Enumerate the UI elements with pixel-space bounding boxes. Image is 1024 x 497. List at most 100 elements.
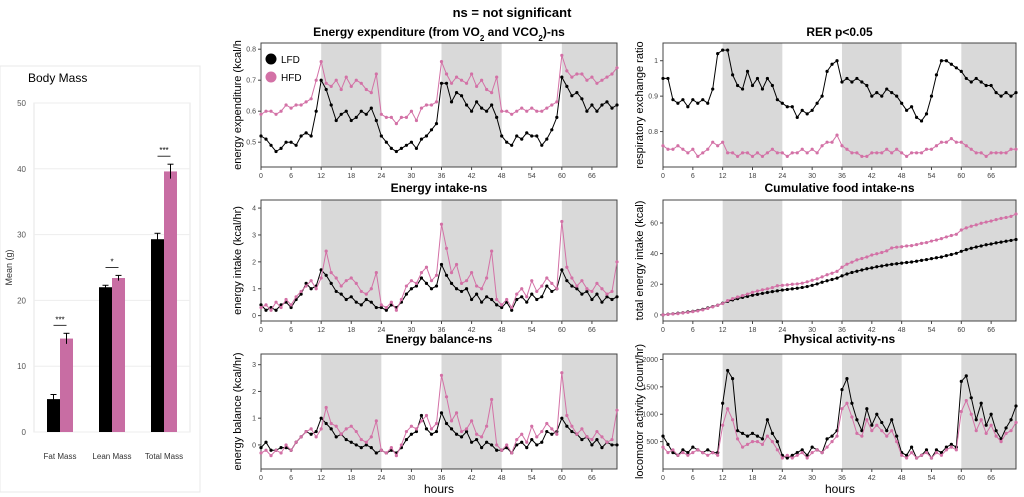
data-point-hfd xyxy=(595,281,599,285)
y-axis-label: energy balance (kcal/hr) xyxy=(232,352,244,470)
data-point-lfd xyxy=(379,134,383,138)
data-point-lfd xyxy=(860,429,864,433)
data-point-lfd xyxy=(1009,418,1013,422)
data-point-lfd xyxy=(480,300,484,304)
data-point-lfd xyxy=(934,73,939,77)
data-point-lfd xyxy=(994,91,998,95)
data-point-hfd xyxy=(959,228,963,232)
data-point-lfd xyxy=(469,440,474,444)
data-point-hfd xyxy=(929,147,934,151)
data-point-hfd xyxy=(439,222,444,226)
data-point-lfd xyxy=(800,448,804,452)
y-axis-label: energy intake (kcal/hr) xyxy=(232,206,244,315)
data-point-lfd xyxy=(989,412,993,416)
y-axis-label: energy expenditure (kcal/h xyxy=(232,40,244,170)
data-point-lfd xyxy=(750,83,755,88)
x-tick-label: 12 xyxy=(317,475,325,482)
data-point-hfd xyxy=(810,147,814,151)
data-point-lfd xyxy=(289,140,293,144)
data-point-hfd xyxy=(900,245,904,249)
data-point-lfd xyxy=(469,297,474,302)
data-point-hfd xyxy=(994,151,998,155)
legend-marker-hfd xyxy=(265,71,277,83)
data-point-hfd xyxy=(905,244,909,248)
data-point-lfd xyxy=(686,450,690,455)
data-point-lfd xyxy=(770,289,774,294)
data-point-hfd xyxy=(424,413,429,418)
data-point-lfd xyxy=(905,453,909,457)
data-point-hfd xyxy=(671,147,675,151)
data-point-lfd xyxy=(815,282,819,286)
data-point-hfd xyxy=(830,271,834,275)
y-axis-label: respiratory exchange ratio xyxy=(634,41,646,168)
data-point-hfd xyxy=(419,106,424,110)
data-point-hfd xyxy=(369,435,373,439)
data-point-hfd xyxy=(750,290,755,294)
data-point-hfd xyxy=(289,303,293,307)
data-point-hfd xyxy=(954,232,958,236)
data-point-lfd xyxy=(354,443,358,447)
chart-title: Cumulative food intake-ns xyxy=(764,181,914,195)
data-point-lfd xyxy=(344,297,348,302)
data-point-hfd xyxy=(565,413,569,418)
data-point-hfd xyxy=(540,109,544,113)
y-axis-label: total energy intake (kcal) xyxy=(634,201,646,321)
data-point-hfd xyxy=(731,151,735,155)
data-point-lfd xyxy=(475,292,479,296)
data-point-hfd xyxy=(550,103,554,107)
data-point-lfd xyxy=(805,112,809,116)
data-point-hfd xyxy=(750,440,755,444)
x-tick-label: 36 xyxy=(838,475,846,482)
data-point-hfd xyxy=(510,451,514,455)
data-point-lfd xyxy=(721,401,725,405)
data-point-hfd xyxy=(439,60,444,64)
legend-label-hfd: HFD xyxy=(281,73,302,84)
data-point-lfd xyxy=(1004,91,1008,95)
data-point-hfd xyxy=(515,109,519,113)
data-point-hfd xyxy=(919,151,924,155)
data-point-hfd xyxy=(840,265,844,269)
data-point-lfd xyxy=(540,440,544,444)
data-point-hfd xyxy=(870,429,874,433)
data-point-lfd xyxy=(731,73,735,77)
chart-title: Physical activity-ns xyxy=(784,332,896,346)
data-point-hfd xyxy=(676,312,680,316)
data-point-lfd xyxy=(344,109,348,113)
data-point-hfd xyxy=(835,133,839,137)
data-point-lfd xyxy=(510,308,514,312)
data-point-hfd xyxy=(795,151,799,155)
data-point-lfd xyxy=(540,143,544,147)
data-point-hfd xyxy=(855,258,859,262)
data-point-hfd xyxy=(454,411,459,415)
data-point-lfd xyxy=(706,101,710,105)
data-point-hfd xyxy=(354,281,358,285)
data-point-hfd xyxy=(726,299,730,303)
data-point-lfd xyxy=(1004,239,1008,243)
data-point-hfd xyxy=(905,154,909,158)
data-point-hfd xyxy=(309,97,313,101)
data-point-lfd xyxy=(671,450,675,455)
data-point-hfd xyxy=(304,100,308,104)
data-point-lfd xyxy=(485,109,489,113)
data-point-hfd xyxy=(505,297,509,302)
data-point-lfd xyxy=(369,446,373,450)
data-point-hfd xyxy=(485,87,489,92)
data-point-hfd xyxy=(314,78,318,82)
series-line-hfd xyxy=(662,399,1017,459)
data-point-lfd xyxy=(324,273,328,277)
data-point-lfd xyxy=(909,445,914,449)
data-point-hfd xyxy=(979,151,983,155)
data-point-hfd xyxy=(686,151,690,155)
data-point-hfd xyxy=(570,75,574,79)
data-point-hfd xyxy=(964,226,968,230)
x-tick-label: 60 xyxy=(957,475,965,482)
data-point-lfd xyxy=(284,140,288,144)
data-point-hfd xyxy=(780,456,784,460)
data-point-hfd xyxy=(989,219,993,223)
data-point-hfd xyxy=(605,75,609,79)
data-point-lfd xyxy=(550,289,554,294)
data-point-lfd xyxy=(681,98,685,102)
data-point-hfd xyxy=(775,151,779,155)
x-tick-label: 0 xyxy=(661,327,665,334)
dark-phase-band xyxy=(561,354,617,469)
